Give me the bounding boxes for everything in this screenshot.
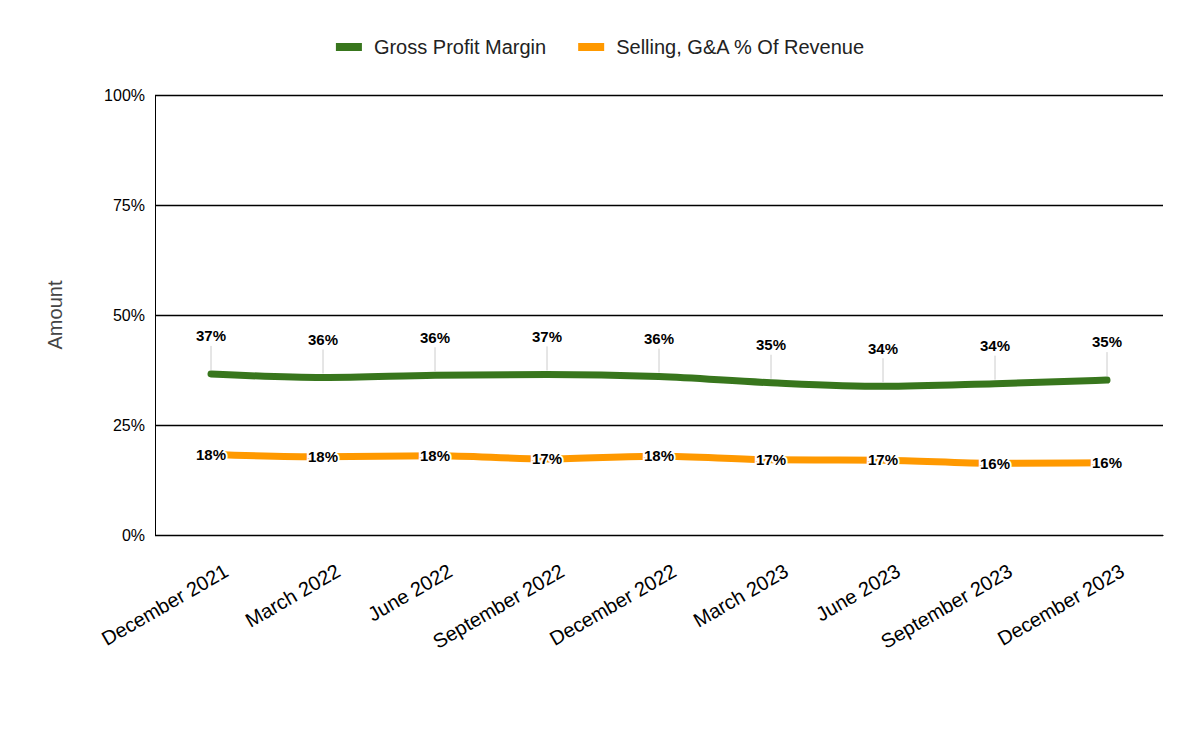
series-line	[211, 374, 1107, 386]
x-tick-label: June 2022	[364, 560, 456, 626]
label-leader	[659, 349, 660, 373]
data-label: 34%	[868, 340, 898, 357]
legend-label: Gross Profit Margin	[374, 36, 546, 58]
x-axis: December 2021March 2022June 2022Septembe…	[98, 535, 1164, 653]
y-tick-label: 0%	[122, 527, 145, 544]
x-tick-label: March 2022	[242, 560, 344, 632]
x-tick-label: June 2023	[812, 560, 904, 626]
data-label: 37%	[532, 328, 562, 345]
x-tick-label: December 2023	[994, 560, 1128, 650]
legend-item: Gross Profit Margin	[336, 36, 546, 58]
grid-line	[155, 535, 1163, 536]
y-axis: 0% 25% 50% 75% 100%	[104, 87, 1163, 544]
x-axis-line	[156, 535, 1164, 536]
x-tick-label: September 2023	[877, 560, 1016, 653]
x-tick: June 2023	[812, 535, 904, 625]
y-tick: 0%	[122, 527, 1163, 544]
label-leader	[995, 356, 996, 380]
grid-line	[155, 205, 1163, 206]
x-tick: June 2022	[364, 535, 456, 625]
data-label: 16%	[1092, 454, 1122, 471]
legend-swatch	[578, 43, 604, 51]
data-label: 36%	[308, 331, 338, 348]
data-label: 37%	[196, 327, 226, 344]
data-label: 36%	[644, 330, 674, 347]
data-label: 17%	[756, 451, 786, 468]
x-tick: December 2021	[98, 535, 232, 650]
y-tick: 75%	[113, 197, 1163, 214]
data-label: 17%	[868, 451, 898, 468]
y-tick: 100%	[104, 87, 1163, 104]
x-tick: March 2023	[690, 535, 792, 631]
legend-item: Selling, G&A % Of Revenue	[578, 36, 864, 58]
y-tick-label: 100%	[104, 87, 145, 104]
x-tick: March 2022	[242, 535, 344, 631]
data-label: 36%	[420, 329, 450, 346]
data-label: 16%	[980, 455, 1010, 472]
y-tick: 50%	[113, 307, 1163, 324]
chart: 0% 25% 50% 75% 100% December 2021March 2022 Ju…	[0, 0, 1200, 742]
y-tick-label: 25%	[113, 417, 145, 434]
label-leader	[435, 347, 436, 371]
grid-line	[155, 95, 1163, 96]
label-leader	[211, 346, 212, 370]
legend-label: Selling, G&A % Of Revenue	[616, 36, 864, 58]
x-tick-label: March 2023	[690, 560, 792, 632]
grid-line	[155, 315, 1163, 316]
data-label: 18%	[644, 447, 674, 464]
data-label: 17%	[532, 450, 562, 467]
x-tick-label: December 2021	[98, 560, 232, 650]
x-tick-label: December 2022	[546, 560, 680, 650]
data-label: 18%	[196, 446, 226, 463]
data-label: 34%	[980, 337, 1010, 354]
x-tick: December 2022	[546, 535, 680, 650]
y-axis-line	[156, 96, 1164, 536]
x-tick-label: September 2022	[429, 560, 568, 653]
y-axis-title: Amount	[44, 280, 66, 349]
data-label: 35%	[1092, 333, 1122, 350]
label-leader	[547, 346, 548, 370]
label-leader	[1107, 352, 1108, 376]
data-label: 18%	[420, 447, 450, 464]
label-leader	[883, 358, 884, 382]
legend-swatch	[336, 43, 362, 51]
data-label: 35%	[756, 336, 786, 353]
label-leader	[771, 355, 772, 379]
y-tick-label: 75%	[113, 197, 145, 214]
data-labels: 37% 36% 36% 37% 36% 35% 34% 34% 35% 18% 18% 18% 17% 1…	[196, 327, 1122, 471]
grid-line	[155, 425, 1163, 426]
x-tick: December 2023	[994, 535, 1128, 650]
data-label: 18%	[308, 448, 338, 465]
legend: Gross Profit Margin Selling, G&A % Of Rev…	[336, 36, 864, 58]
y-tick-label: 50%	[113, 307, 145, 324]
y-tick: 25%	[113, 417, 1163, 434]
label-leader	[323, 349, 324, 373]
